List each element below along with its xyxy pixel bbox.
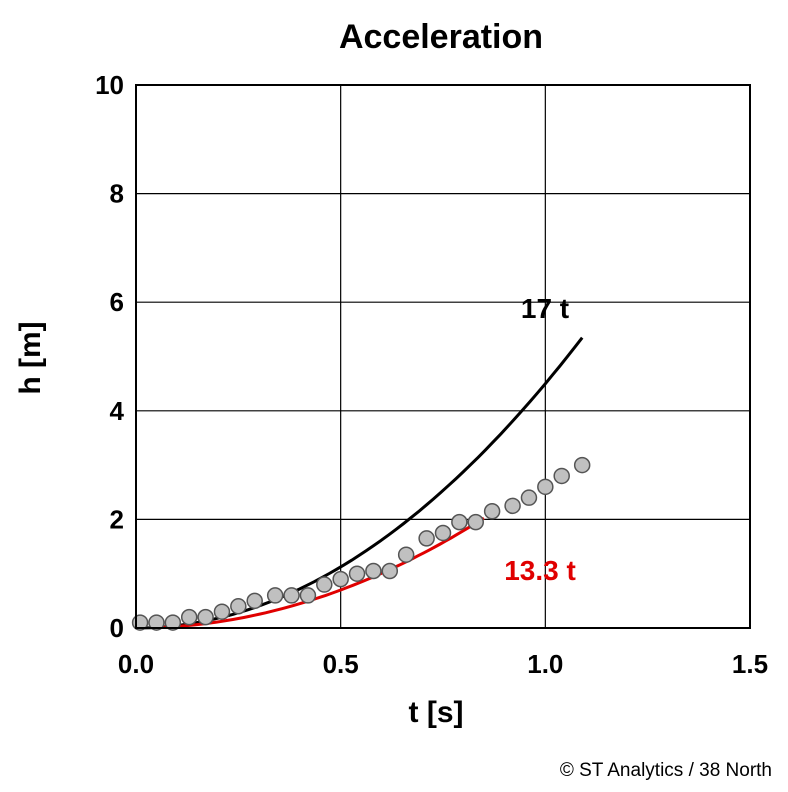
data-point — [316, 576, 333, 593]
curve-label-0: 17 t — [521, 293, 569, 324]
data-points — [131, 456, 591, 631]
data-point — [418, 530, 435, 547]
y-tick-label: 2 — [110, 504, 124, 534]
data-point — [230, 598, 247, 615]
grid — [136, 85, 750, 628]
data-point — [483, 503, 501, 520]
data-point — [537, 478, 554, 496]
x-axis-label: t [s] — [409, 696, 464, 729]
x-tick-label: 1.5 — [732, 649, 768, 679]
y-tick-label: 0 — [110, 613, 124, 643]
data-point — [180, 608, 198, 626]
data-point — [213, 603, 231, 620]
chart-title: Acceleration — [339, 18, 543, 56]
data-point — [434, 524, 452, 542]
data-point — [164, 614, 182, 631]
data-point — [520, 489, 538, 506]
x-tick-label: 1.0 — [527, 649, 563, 679]
data-point — [348, 565, 366, 582]
y-tick-label: 8 — [110, 179, 124, 209]
copyright-credit: © ST Analytics / 38 North — [560, 760, 772, 781]
data-point — [148, 614, 165, 631]
x-tick-labels: 0.0 0.5 1.0 1.5 — [118, 649, 768, 679]
y-tick-label: 4 — [110, 396, 125, 426]
y-axis-label: h [m] — [14, 321, 47, 394]
curve-labels: 17 t 13.3 t — [504, 293, 576, 586]
x-tick-label: 0.0 — [118, 649, 154, 679]
y-tick-labels: 0 2 4 6 8 10 — [95, 70, 124, 643]
data-point — [467, 513, 484, 531]
curve-label-1: 13.3 t — [504, 555, 576, 586]
data-point — [246, 592, 263, 610]
data-point — [299, 587, 317, 604]
data-point — [504, 497, 521, 515]
y-tick-label: 6 — [110, 287, 124, 317]
data-point — [553, 467, 570, 485]
data-point — [451, 513, 468, 531]
data-point — [381, 562, 399, 580]
data-point — [197, 608, 214, 626]
x-tick-label: 0.5 — [323, 649, 359, 679]
data-point — [266, 587, 284, 604]
data-point — [397, 546, 415, 563]
data-point — [573, 456, 591, 474]
data-point — [283, 587, 300, 604]
data-point — [365, 562, 382, 580]
data-point — [332, 570, 349, 588]
y-tick-label: 10 — [95, 70, 124, 100]
plot-frame — [135, 84, 751, 629]
